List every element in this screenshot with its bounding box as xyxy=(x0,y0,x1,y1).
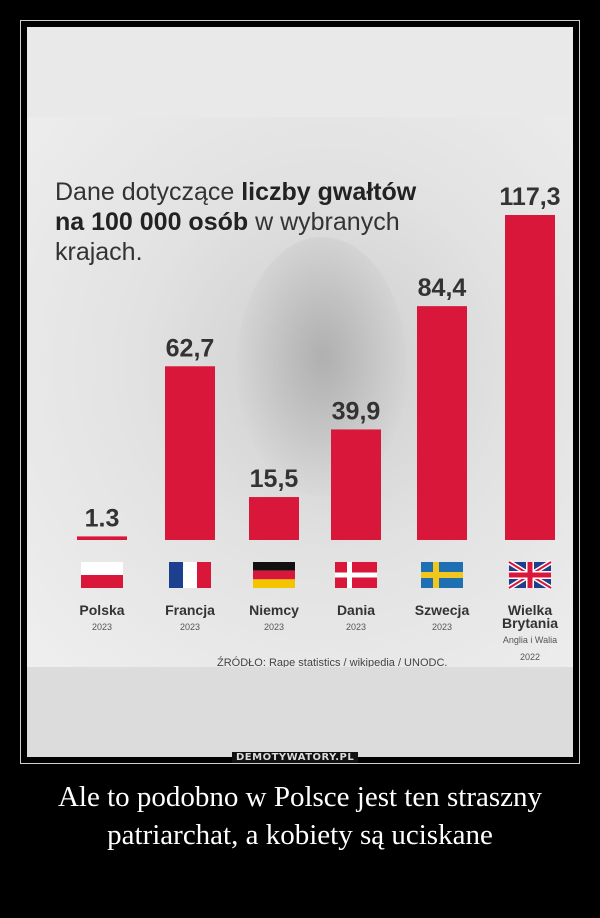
year-label-1: 2023 xyxy=(180,622,200,632)
year-label-2: 2023 xyxy=(264,622,284,632)
value-label-0: 1.3 xyxy=(85,504,120,532)
poland-flag-icon xyxy=(81,562,123,588)
germany-flag-icon xyxy=(253,562,295,588)
bar-5 xyxy=(505,215,555,540)
category-label-5: Wielka Brytania xyxy=(502,602,558,631)
category-label-0: Polska xyxy=(79,602,124,618)
poster-frame: Dane dotyczące liczby gwałtów na 100 000 … xyxy=(20,20,580,764)
bar-0 xyxy=(77,536,127,540)
bar-2 xyxy=(249,497,299,540)
poster-image: Dane dotyczące liczby gwałtów na 100 000 … xyxy=(27,27,573,757)
caption: Ale to podobno w Polsce jest ten straszn… xyxy=(57,781,543,851)
uk-flag-icon xyxy=(507,559,553,591)
year-label-3: 2023 xyxy=(346,622,366,632)
bar-chart: 1.3 62,7 15,5 39,9 84,4 117,3 Polska 2023 Francj… xyxy=(77,183,561,662)
bar-3 xyxy=(331,429,381,540)
denmark-flag-icon xyxy=(335,562,377,588)
value-label-1: 62,7 xyxy=(166,334,215,362)
category-label-1: Francja xyxy=(165,602,215,618)
source-note: ŹRÓDŁO: Rape statistics / wikipedia / UN… xyxy=(217,657,448,667)
year-label-4: 2023 xyxy=(432,622,452,632)
category-label-2: Niemcy xyxy=(249,602,299,618)
value-label-2: 15,5 xyxy=(250,465,299,493)
bottom-band xyxy=(27,667,573,757)
year-label-5: 2022 xyxy=(520,652,540,662)
year-label-0: 2023 xyxy=(92,622,112,632)
top-band xyxy=(27,27,573,117)
value-label-4: 84,4 xyxy=(418,274,467,302)
chart-area: Dane dotyczące liczby gwałtów na 100 000 … xyxy=(27,117,573,667)
bar-4 xyxy=(417,306,467,540)
category-label-3: Dania xyxy=(337,602,375,618)
category-label-4: Szwecja xyxy=(415,602,470,618)
bar-1 xyxy=(165,366,215,540)
category-note-5: Anglia i Walia xyxy=(503,635,557,645)
value-label-5: 117,3 xyxy=(499,183,560,211)
value-label-3: 39,9 xyxy=(332,397,381,425)
sweden-flag-icon xyxy=(421,562,463,588)
chart-title: Dane dotyczące liczby gwałtów na 100 000 … xyxy=(55,178,417,266)
watermark-logo[interactable]: DEMOTYWATORY.PL xyxy=(232,752,359,763)
france-flag-icon xyxy=(169,562,211,588)
